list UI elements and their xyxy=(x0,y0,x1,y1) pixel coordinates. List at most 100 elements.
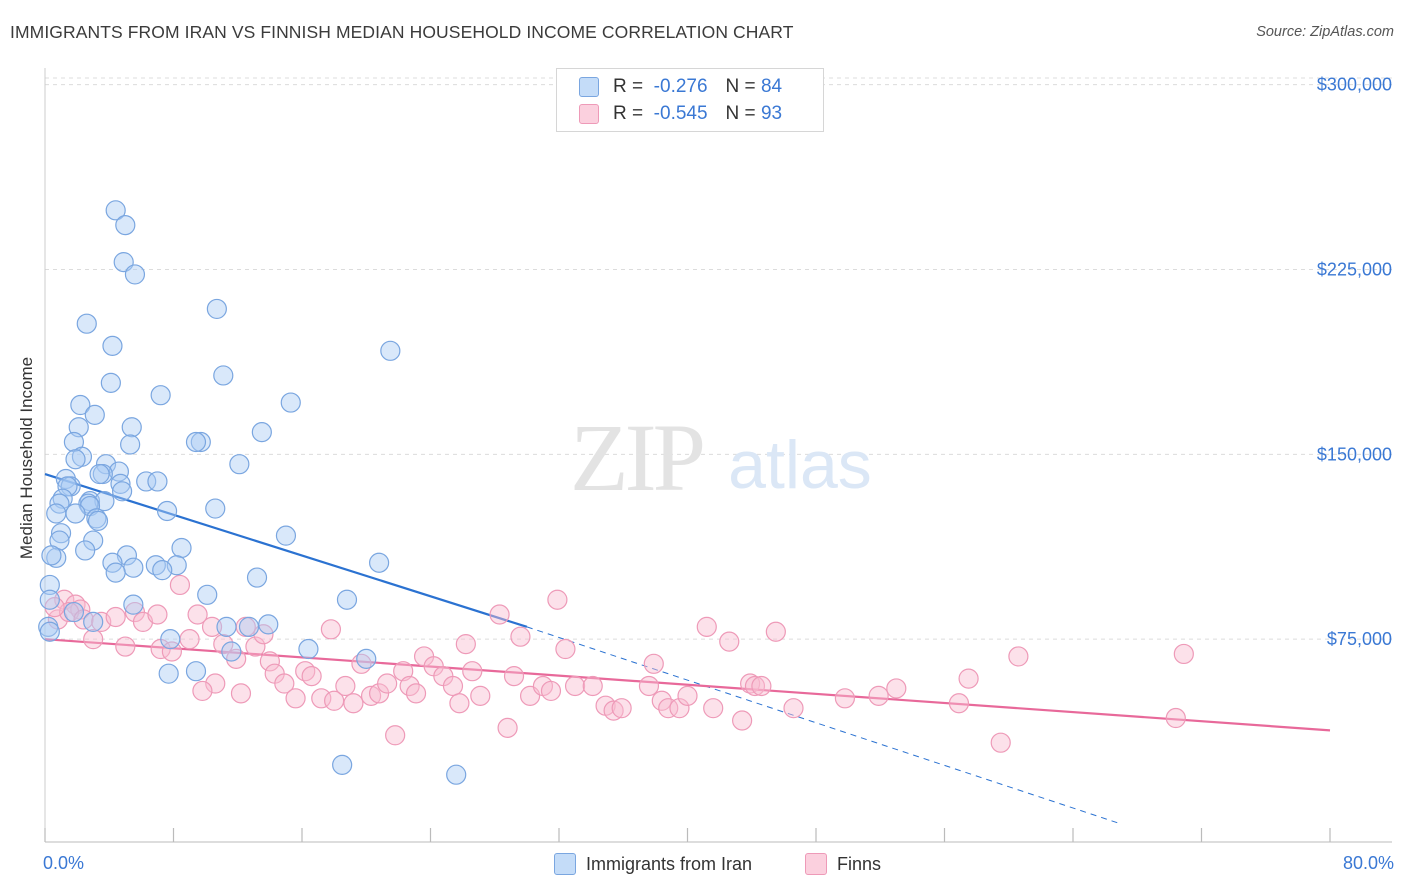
iran-point xyxy=(190,431,211,453)
correlation-legend: R = -0.276 N = 84 R = -0.545 N = 93 xyxy=(556,68,824,132)
source-label: Source: ZipAtlas.com xyxy=(1256,24,1394,40)
x-tick-labels: 0.0% 80.0% xyxy=(43,853,1394,873)
finns-point xyxy=(393,661,414,682)
finns-point xyxy=(638,675,660,697)
iran-point xyxy=(124,264,146,285)
finns-point xyxy=(455,633,476,655)
iran-point xyxy=(46,503,67,524)
iran-point xyxy=(136,471,157,492)
iran-point xyxy=(238,616,260,637)
finns-point xyxy=(83,629,104,650)
iran-point xyxy=(100,372,121,393)
finns-point xyxy=(990,732,1011,753)
iran-point xyxy=(120,434,141,455)
legend-row-finns: R = -0.545 N = 93 xyxy=(579,102,782,126)
iran-point xyxy=(246,567,268,588)
finns-point xyxy=(335,675,356,697)
finns-point xyxy=(311,688,332,709)
finns-point xyxy=(582,675,603,697)
y-tick-label: $75,000 xyxy=(1327,629,1392,649)
y-tick-label: $225,000 xyxy=(1317,259,1392,279)
finns-point xyxy=(611,698,632,719)
finns-point xyxy=(405,683,427,704)
iran-point xyxy=(39,589,60,610)
finns-point xyxy=(169,574,191,596)
iran-point xyxy=(50,523,72,544)
y-tick-labels: $75,000 $150,000 $225,000 $300,000 xyxy=(1317,75,1392,650)
iran-point xyxy=(63,601,85,623)
iran-point xyxy=(102,335,123,356)
iran-point xyxy=(57,476,78,497)
legend-n-label: N = xyxy=(725,76,756,97)
finns-point xyxy=(192,680,213,702)
iran-point xyxy=(76,313,97,334)
finns-point xyxy=(783,698,804,719)
legend-row-iran: R = -0.276 N = 84 xyxy=(579,75,782,99)
finns-point xyxy=(470,685,491,706)
series-swatch-iran xyxy=(554,853,576,875)
iran-point xyxy=(298,638,319,660)
finns-point xyxy=(187,604,208,625)
finns-point xyxy=(886,678,907,699)
finns-point xyxy=(765,621,786,642)
finns-point xyxy=(377,673,398,694)
series-swatch-finns xyxy=(805,853,827,875)
iran-point xyxy=(275,525,297,546)
finns-point xyxy=(744,675,766,697)
finns-point xyxy=(179,629,200,650)
finns-point xyxy=(205,673,226,694)
series-legend-finns: Finns xyxy=(805,851,881,877)
finns-point xyxy=(442,675,464,697)
watermark-atlas: atlas xyxy=(728,427,872,503)
legend-r-label: R = xyxy=(613,76,644,97)
iran-point xyxy=(251,422,272,443)
y-tick-label: $300,000 xyxy=(1317,75,1392,95)
iran-point xyxy=(206,298,227,320)
iran-point xyxy=(147,471,168,492)
iran-trend-extension xyxy=(526,626,1122,825)
finns-point xyxy=(1165,707,1186,729)
finns-point xyxy=(320,619,342,640)
finns-point xyxy=(115,636,136,657)
finns-point xyxy=(751,675,772,697)
finns-point xyxy=(958,668,979,689)
iran-point xyxy=(121,417,142,438)
iran-point xyxy=(216,616,237,637)
finns-point xyxy=(497,717,518,738)
iran-point xyxy=(197,584,218,605)
iran-point xyxy=(89,463,110,485)
iran-point xyxy=(205,498,226,519)
finns-point xyxy=(732,710,753,731)
iran-point xyxy=(65,449,86,470)
finns-point xyxy=(385,725,406,746)
y-axis-title: Median Household Income xyxy=(17,356,36,560)
watermark: ZIP atlas xyxy=(570,404,872,511)
finns-point xyxy=(489,604,510,625)
x-tick-label-min: 0.0% xyxy=(43,853,84,873)
finns-point xyxy=(555,638,576,660)
finns-point xyxy=(285,688,306,709)
legend-n-value: 93 xyxy=(760,103,783,124)
iran-point xyxy=(221,641,242,662)
iran-point xyxy=(115,215,136,236)
iran-point xyxy=(41,545,62,566)
iran-point xyxy=(84,404,105,425)
finns-point xyxy=(462,661,483,682)
iran-point xyxy=(105,200,126,221)
finns-point xyxy=(301,666,322,687)
finns-point xyxy=(201,616,223,637)
finns-point xyxy=(105,606,126,628)
iran-point xyxy=(158,663,179,684)
finns-point xyxy=(669,698,690,719)
legend-n-label: N = xyxy=(725,103,756,124)
finns-point xyxy=(696,616,717,637)
iran-point xyxy=(75,540,96,561)
finns-point xyxy=(948,693,970,714)
finns-point xyxy=(230,683,252,704)
finns-point xyxy=(259,651,280,672)
iran-point xyxy=(150,385,171,406)
iran-point xyxy=(258,614,279,635)
finns-point xyxy=(643,653,664,674)
finns-point xyxy=(719,631,740,652)
